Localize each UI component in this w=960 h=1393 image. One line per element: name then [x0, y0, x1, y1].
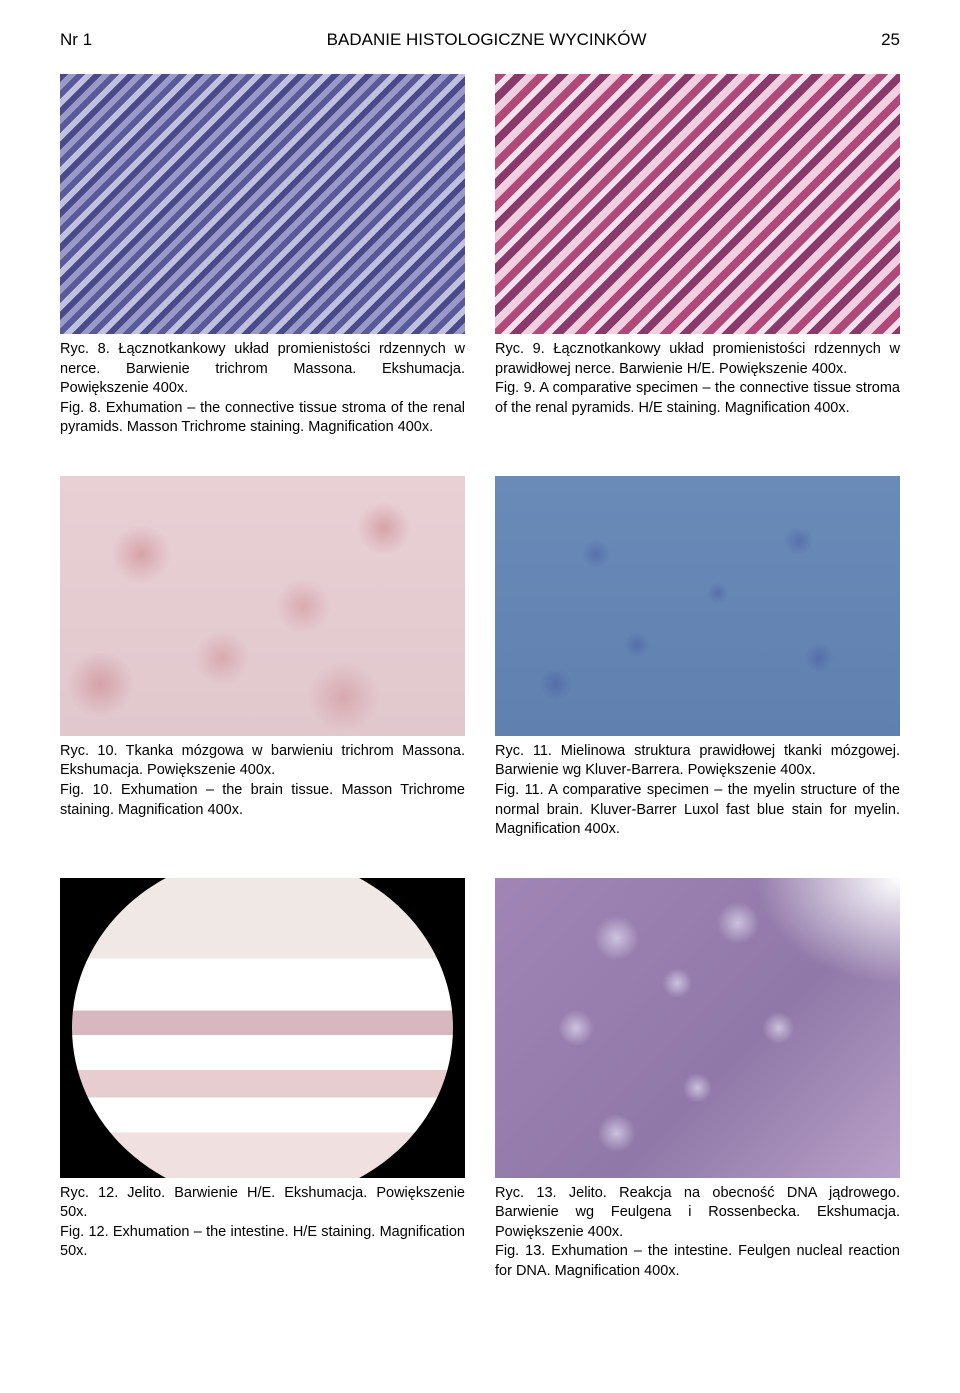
- figure-image-9: [495, 74, 900, 334]
- issue-number: Nr 1: [60, 30, 92, 50]
- figure-block-13: Ryc. 13. Jelito. Reakcja na obecność DNA…: [495, 878, 900, 1310]
- caption-ryc-11: Ryc. 11. Mielinowa struktura prawidłowej…: [495, 743, 900, 779]
- header-title: BADANIE HISTOLOGICZNE WYCINKÓW: [92, 30, 881, 50]
- figure-block-11: Ryc. 11. Mielinowa struktura prawidłowej…: [495, 476, 900, 868]
- figure-caption-13: Ryc. 13. Jelito. Reakcja na obecność DNA…: [495, 1184, 900, 1282]
- caption-ryc-9: Ryc. 9. Łącznotkankowy układ promienisto…: [495, 341, 900, 377]
- caption-fig-10: Fig. 10. Exhumation – the brain tissue. …: [60, 782, 465, 818]
- figure-caption-12: Ryc. 12. Jelito. Barwienie H/E. Ekshumac…: [60, 1184, 465, 1262]
- caption-fig-12: Fig. 12. Exhumation – the intestine. H/E…: [60, 1224, 465, 1260]
- figure-caption-8: Ryc. 8. Łącznotkankowy układ promienisto…: [60, 340, 465, 438]
- caption-ryc-12: Ryc. 12. Jelito. Barwienie H/E. Ekshumac…: [60, 1185, 465, 1221]
- caption-fig-11: Fig. 11. A comparative specimen – the my…: [495, 782, 900, 837]
- figure-caption-10: Ryc. 10. Tkanka mózgowa w barwieniu tric…: [60, 742, 465, 820]
- figure-block-9: Ryc. 9. Łącznotkankowy układ promienisto…: [495, 74, 900, 466]
- figure-image-8: [60, 74, 465, 334]
- figure-row-2: Ryc. 10. Tkanka mózgowa w barwieniu tric…: [60, 476, 900, 868]
- figure-block-10: Ryc. 10. Tkanka mózgowa w barwieniu tric…: [60, 476, 465, 868]
- figure-image-11: [495, 476, 900, 736]
- figure-caption-11: Ryc. 11. Mielinowa struktura prawidłowej…: [495, 742, 900, 840]
- figure-block-12: Ryc. 12. Jelito. Barwienie H/E. Ekshumac…: [60, 878, 465, 1310]
- page-number: 25: [881, 30, 900, 50]
- figure-image-13: [495, 878, 900, 1178]
- caption-fig-8: Fig. 8. Exhumation – the connective tiss…: [60, 400, 465, 436]
- figure-caption-9: Ryc. 9. Łącznotkankowy układ promienisto…: [495, 340, 900, 418]
- figure-row-1: Ryc. 8. Łącznotkankowy układ promienisto…: [60, 74, 900, 466]
- caption-ryc-13: Ryc. 13. Jelito. Reakcja na obecność DNA…: [495, 1185, 900, 1240]
- page-header: Nr 1 BADANIE HISTOLOGICZNE WYCINKÓW 25: [60, 30, 900, 50]
- figure-image-12: [60, 878, 465, 1178]
- caption-ryc-10: Ryc. 10. Tkanka mózgowa w barwieniu tric…: [60, 743, 465, 779]
- figure-row-3: Ryc. 12. Jelito. Barwienie H/E. Ekshumac…: [60, 878, 900, 1310]
- caption-fig-13: Fig. 13. Exhumation – the intestine. Feu…: [495, 1243, 900, 1279]
- page-container: Nr 1 BADANIE HISTOLOGICZNE WYCINKÓW 25 R…: [0, 0, 960, 1359]
- figure-image-10: [60, 476, 465, 736]
- caption-ryc-8: Ryc. 8. Łącznotkankowy układ promienisto…: [60, 341, 465, 396]
- caption-fig-9: Fig. 9. A comparative specimen – the con…: [495, 380, 900, 416]
- figure-block-8: Ryc. 8. Łącznotkankowy układ promienisto…: [60, 74, 465, 466]
